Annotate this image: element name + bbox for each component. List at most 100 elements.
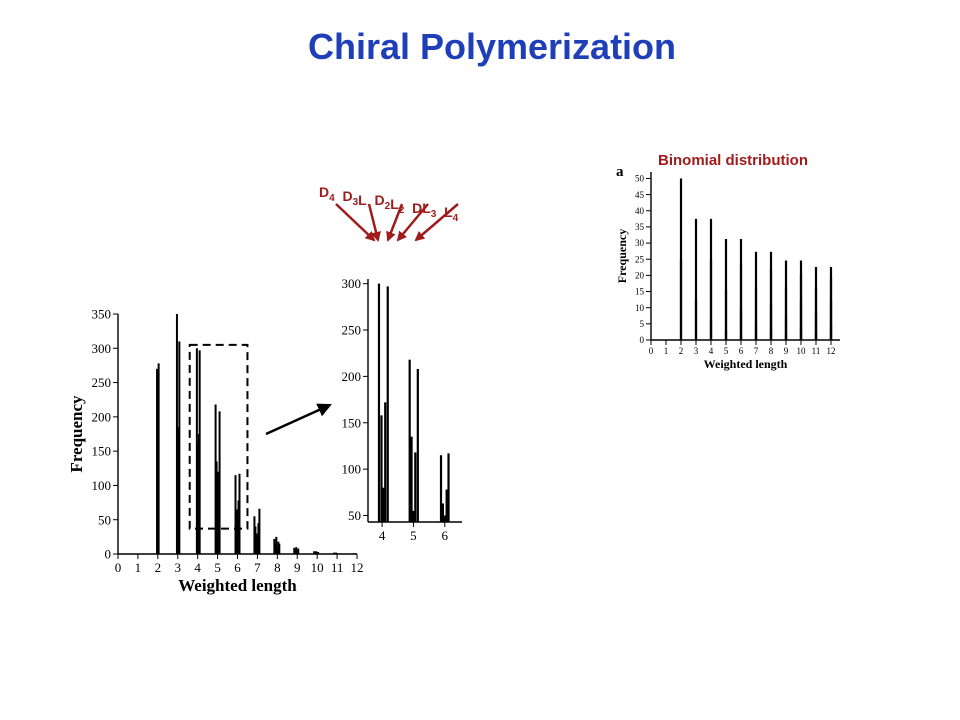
x-tick-label: 2 — [155, 560, 162, 575]
isomer-base: DL — [412, 200, 431, 216]
bar — [198, 350, 201, 554]
isomer-arrows — [335, 203, 459, 242]
bar — [784, 317, 788, 340]
highlight-box — [188, 343, 249, 530]
bar — [380, 415, 383, 522]
x-tick-label: 8 — [274, 560, 281, 575]
panel-label: a — [616, 164, 624, 180]
x-tick-label: 11 — [812, 346, 821, 356]
arrow-d4 — [335, 203, 376, 242]
main-chart: 0 1 2 3 4 5 6 7 8 9 10 11 12050100150200250300350Wei… — [67, 307, 364, 595]
bar — [754, 322, 758, 340]
x-tick-label: 9 — [294, 560, 301, 575]
x-tick-label: 0 — [649, 346, 654, 356]
bar — [410, 436, 413, 522]
bar — [416, 368, 419, 522]
isomer-sub: 2 — [399, 205, 405, 216]
y-tick-label: 150 — [92, 444, 112, 459]
bar — [754, 287, 758, 340]
arrow-dl3 — [396, 203, 429, 242]
bar — [315, 551, 318, 554]
bar — [829, 322, 833, 340]
y-tick-label: 150 — [342, 415, 362, 430]
bar — [814, 331, 818, 340]
bar — [178, 341, 181, 554]
bar — [739, 334, 743, 340]
x-tick-label: 3 — [175, 560, 182, 575]
bar — [724, 289, 728, 340]
x-tick-label: 3 — [694, 346, 699, 356]
x-tick-label: 10 — [311, 560, 324, 575]
bar — [278, 543, 281, 554]
arrow-d2l2 — [386, 203, 404, 242]
bar — [829, 300, 833, 340]
bar — [382, 487, 385, 522]
isomer-base: D — [342, 188, 352, 204]
bar — [354, 553, 357, 554]
isomer-sub: 4 — [453, 213, 459, 224]
x-tick-label: 1 — [664, 346, 669, 356]
y-tick-label: 300 — [342, 276, 362, 291]
bar — [275, 536, 278, 554]
bar — [157, 363, 160, 554]
zoom-arrow — [265, 403, 332, 436]
bar — [217, 471, 220, 554]
y-tick-label: 200 — [342, 369, 362, 384]
x-tick-label: 0 — [115, 560, 122, 575]
x-tick-label: 11 — [331, 560, 344, 575]
x-axis-label: Weighted length — [178, 576, 297, 595]
x-tick-label: 5 — [214, 560, 221, 575]
y-tick-label: 35 — [635, 222, 645, 232]
bar — [679, 259, 683, 340]
y-tick-label: 250 — [92, 375, 112, 390]
x-tick-label: 6 — [739, 346, 744, 356]
y-tick-label: 50 — [635, 174, 645, 184]
bar — [258, 508, 261, 554]
arrow-d3l — [367, 203, 381, 242]
x-tick-label: 4 — [194, 560, 201, 575]
isomer-sub: 4 — [329, 193, 335, 204]
isomer-base: D — [319, 184, 329, 200]
bar — [694, 299, 698, 340]
y-tick-label: 100 — [92, 478, 112, 493]
y-tick-label: 45 — [635, 190, 645, 200]
isomer-sub: 3 — [431, 209, 437, 220]
bar — [709, 259, 713, 340]
bar — [441, 503, 444, 522]
x-tick-label: 1 — [135, 560, 142, 575]
isomer-labels: D4 D3L D2L2 DL3 L4 — [319, 184, 459, 224]
bar — [447, 453, 450, 522]
y-tick-label: 300 — [92, 341, 112, 356]
y-tick-label: 350 — [92, 307, 112, 322]
y-axis-label: Frequency — [67, 395, 86, 473]
bar — [384, 402, 387, 522]
x-tick-label: 10 — [797, 346, 807, 356]
x-tick-label: 6 — [234, 560, 241, 575]
isomer-gap — [404, 200, 412, 216]
bar — [799, 302, 803, 340]
isomer-base: D — [375, 192, 385, 208]
bar — [215, 461, 218, 554]
x-tick-label: 2 — [679, 346, 684, 356]
bar — [769, 329, 773, 340]
binomial-chart: 0 1 2 3 4 5 6 7 8 9 10 11 1205101520253035404550Weig… — [615, 164, 840, 371]
bar — [297, 548, 300, 554]
page-title: Chiral Polymerization — [307, 26, 677, 67]
y-tick-label: 20 — [635, 271, 645, 281]
bar — [739, 309, 743, 340]
isomer-sub: 2 — [385, 201, 391, 212]
y-tick-label: 5 — [640, 319, 645, 329]
x-tick-label: 7 — [754, 346, 759, 356]
y-tick-label: 30 — [635, 238, 645, 248]
bar — [694, 218, 698, 340]
isomer-gap — [335, 188, 343, 204]
x-tick-label: 12 — [827, 346, 836, 356]
y-tick-label: 100 — [342, 462, 362, 477]
zoom-chart: 4 5 6 50 100 150 200 250 300 — [342, 276, 462, 543]
bar — [218, 411, 221, 554]
bar — [724, 329, 728, 340]
y-tick-label: 50 — [98, 512, 111, 527]
y-tick-label: 25 — [635, 254, 645, 264]
x-tick-label: 4 — [379, 528, 386, 543]
